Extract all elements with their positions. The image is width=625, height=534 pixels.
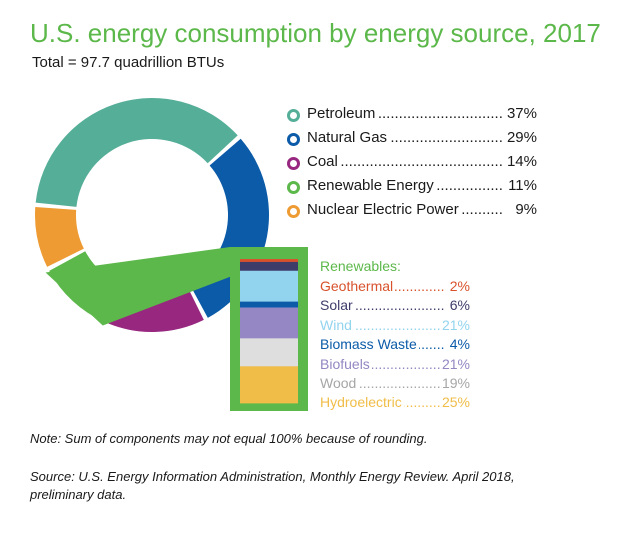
renewables-breakdown: Renewables: Geothermal..................… (320, 258, 470, 414)
legend-label: Nuclear Electric Power (307, 201, 461, 218)
renewables-title: Renewables: (320, 258, 401, 274)
renewable-value: 6% (449, 297, 470, 314)
renewable-label: Solar (320, 297, 355, 314)
legend-label: Coal (307, 153, 340, 170)
stack-segment-solar (240, 261, 298, 272)
chart-title: U.S. energy consumption by energy source… (30, 18, 601, 48)
renewable-item-biomass-waste: Biomass Waste...........................… (320, 336, 470, 355)
stack-segment-biofuels (240, 307, 298, 339)
renewable-value: 19% (441, 374, 470, 391)
legend-item-nuclear-electric-power: Nuclear Electric Power..................… (287, 200, 537, 224)
legend-value: 14% (506, 153, 537, 170)
legend-value: 9% (515, 201, 537, 218)
stack-segment-wind (240, 270, 298, 303)
renewable-label: Hydroelectric (320, 394, 404, 411)
legend-item-natural-gas: Natural Gas.............................… (287, 128, 537, 152)
renewable-value: 2% (449, 278, 470, 294)
renewable-value: 4% (449, 336, 470, 353)
legend-value: 29% (506, 129, 537, 146)
renewable-label: Geothermal (320, 278, 396, 294)
renewable-label: Wind (320, 316, 354, 333)
chart-subtitle: Total = 97.7 quadrillion BTUs (32, 54, 225, 71)
renewable-item-biofuels: Biofuels................................… (320, 355, 470, 375)
renewable-item-geothermal: Geothermal..............................… (320, 278, 470, 297)
stack-segment-hydroelectric (240, 366, 298, 404)
footnote: Note: Sum of components may not equal 10… (30, 431, 428, 446)
stack-segment-biomass-waste (240, 301, 298, 308)
legend-marker (287, 133, 300, 146)
renewable-item-wind: Wind....................................… (320, 316, 470, 336)
renewable-item-solar: Solar...................................… (320, 297, 470, 316)
stack-segment-wood (240, 338, 298, 367)
legend-marker (287, 181, 300, 194)
legend-item-coal: Coal....................................… (287, 152, 537, 176)
legend-item-petroleum: Petroleum...............................… (287, 104, 537, 128)
legend-marker (287, 157, 300, 170)
slice-petroleum (35, 98, 238, 207)
renewable-value: 25% (441, 394, 470, 411)
slice-nuclear-electric-power (35, 207, 84, 267)
renewable-label: Wood (320, 374, 359, 391)
legend-value: 11% (508, 177, 537, 194)
legend-label: Petroleum (307, 105, 378, 122)
legend-value: 37% (506, 105, 537, 122)
legend-item-renewable-energy: Renewable Energy........................… (287, 176, 537, 200)
legend-marker (287, 205, 300, 218)
legend-label: Natural Gas (307, 129, 390, 146)
renewable-item-wood: Wood....................................… (320, 374, 470, 394)
legend-marker (287, 109, 300, 122)
legend-label: Renewable Energy (307, 177, 436, 194)
source-note: Source: U.S. Energy Information Administ… (30, 469, 515, 502)
legend: Petroleum...............................… (287, 104, 537, 224)
renewable-label: Biomass Waste (320, 336, 419, 353)
renewable-item-hydroelectric: Hydroelectric...........................… (320, 394, 470, 413)
renewable-value: 21% (441, 355, 470, 372)
stack-segment-geothermal (240, 259, 298, 263)
renewable-value: 21% (441, 316, 470, 333)
leader-dots: ........................................… (307, 153, 503, 170)
renewables-stacked-bar (240, 259, 298, 404)
renewable-label: Biofuels (320, 355, 372, 372)
